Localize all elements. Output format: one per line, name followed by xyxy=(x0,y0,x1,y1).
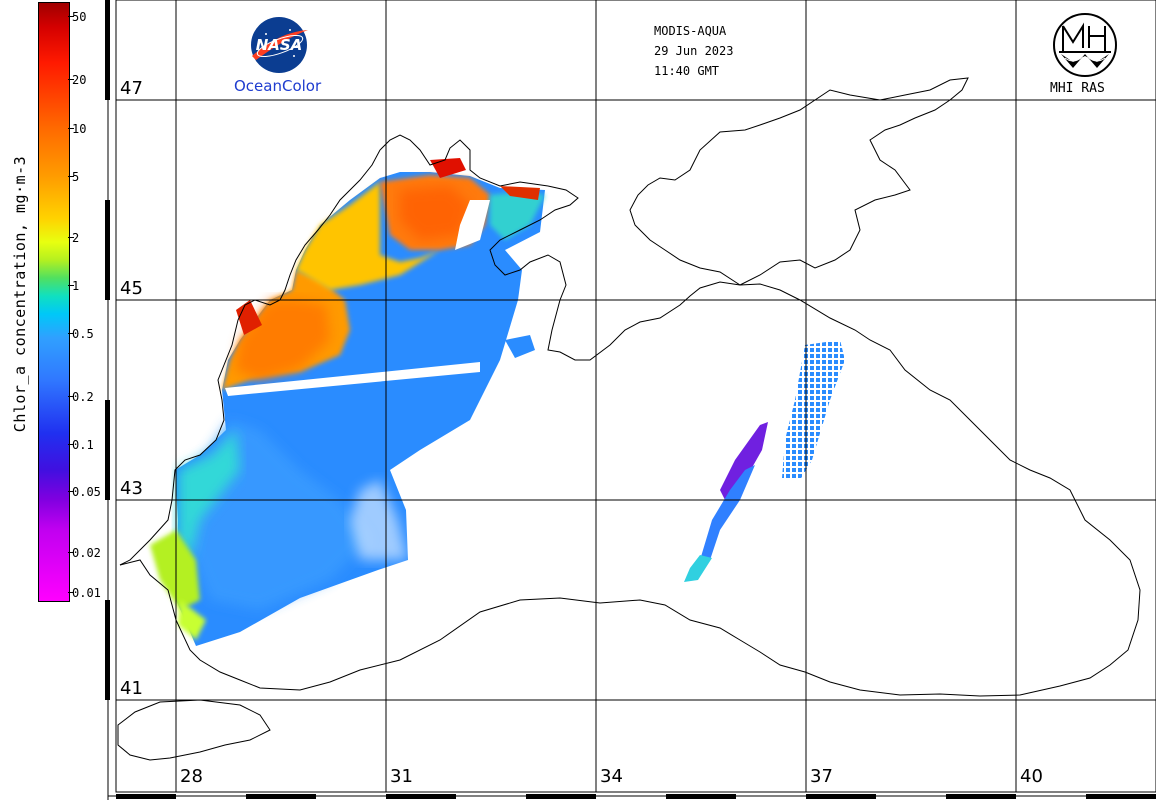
colorbar-label: 0.1 xyxy=(72,438,94,452)
colorbar-tick xyxy=(68,128,74,129)
colorbar-label: 2 xyxy=(72,231,80,245)
colorbar-label: 0.01 xyxy=(72,586,101,600)
colorbar-tick xyxy=(68,333,74,334)
lon-label: 31 xyxy=(390,766,413,787)
colorbar-label: 0.2 xyxy=(72,390,94,404)
chlorophyll-colorbar xyxy=(38,2,70,602)
colorbar-label: 0.05 xyxy=(72,485,101,499)
lat-label: 45 xyxy=(120,278,143,299)
nasa-logo-text: NASA xyxy=(256,36,303,54)
mhi-ras-label: MHI RAS xyxy=(1050,81,1105,96)
lon-label: 34 xyxy=(600,766,623,787)
colorbar-tick xyxy=(68,16,74,17)
colorbar-label: 20 xyxy=(72,73,87,87)
lat-label: 43 xyxy=(120,478,143,499)
lon-label: 28 xyxy=(180,766,203,787)
colorbar-tick xyxy=(68,237,74,238)
colorbar-tick xyxy=(68,592,74,593)
colorbar-label: 10 xyxy=(72,122,87,136)
colorbar-label: 5 xyxy=(72,170,80,184)
lat-label: 41 xyxy=(120,678,143,699)
map-frame xyxy=(105,0,1156,800)
colorbar-tick xyxy=(68,285,74,286)
chlorophyll-swath xyxy=(150,158,545,646)
lon-label: 40 xyxy=(1020,766,1043,787)
colorbar-tick xyxy=(68,491,74,492)
eastern-swath-strips xyxy=(684,340,845,582)
oceancolor-label: OceanColor xyxy=(234,77,322,95)
colorbar-tick xyxy=(68,444,74,445)
colorbar-label: 50 xyxy=(72,10,87,24)
lon-label: 37 xyxy=(810,766,833,787)
grid-lines xyxy=(116,0,1156,792)
colorbar-tick xyxy=(68,79,74,80)
colorbar-label: 0.5 xyxy=(72,327,94,341)
nasa-logo: NASA xyxy=(251,17,308,73)
mhi-ras-logo xyxy=(1053,13,1117,77)
colorbar-tick xyxy=(68,176,74,177)
colorbar-tick xyxy=(68,396,74,397)
colorbar-label: 1 xyxy=(72,279,80,293)
satellite-name: MODIS-AQUA xyxy=(654,24,727,38)
acquisition-time: 11:40 GMT xyxy=(654,64,720,78)
lat-label: 47 xyxy=(120,78,143,99)
colorbar-tick xyxy=(68,552,74,553)
coastline xyxy=(117,77,1141,761)
colorbar-label: 0.02 xyxy=(72,546,101,560)
acquisition-date: 29 Jun 2023 xyxy=(654,44,734,58)
